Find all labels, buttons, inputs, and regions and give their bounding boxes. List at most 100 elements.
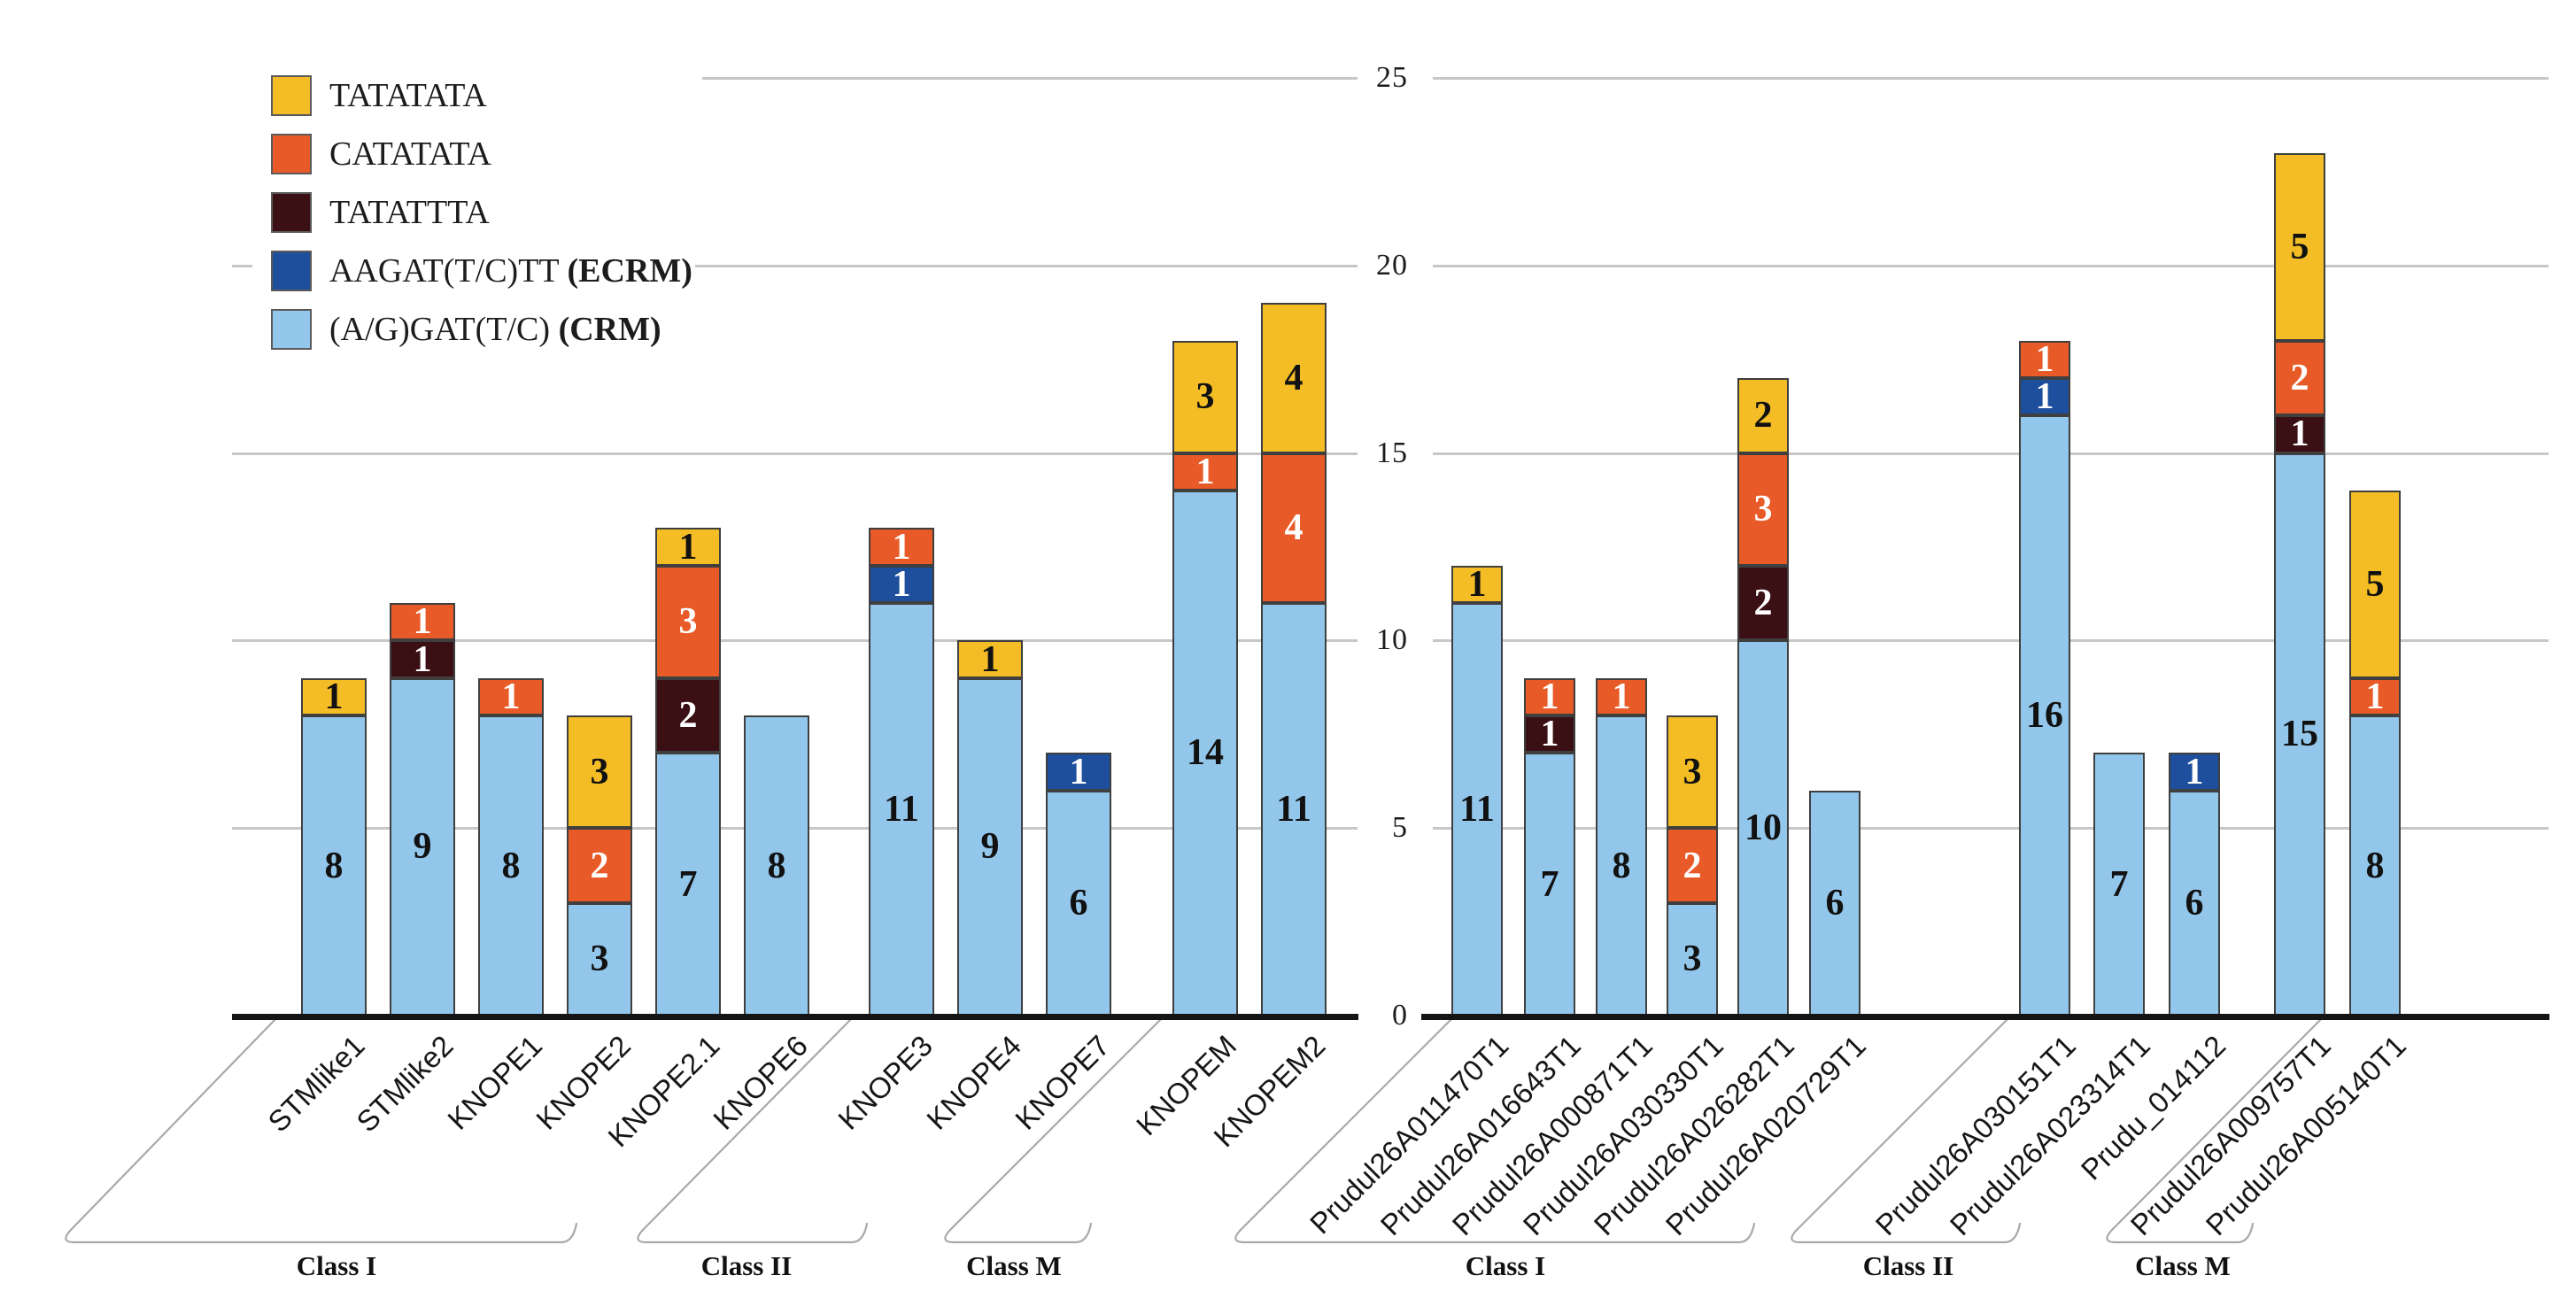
bar-segment-ECRM: 1	[869, 563, 934, 605]
y-tick-label: 0	[1392, 999, 1408, 1032]
segment-count-label: 5	[2290, 226, 2309, 267]
segment-count-label: 1	[2035, 338, 2054, 380]
x-axis-label: KNOPE7	[1009, 1029, 1117, 1136]
legend-swatch-TATATATA	[271, 75, 312, 116]
class-bracket	[637, 1016, 869, 1244]
bar-segment-CRM: 9	[957, 677, 1023, 1016]
bar-segment-CATATATA: 1	[2349, 676, 2401, 717]
bar-segment-TATATATA: 5	[2349, 490, 2401, 678]
bar-segment-ECRM: 1	[1046, 753, 1111, 791]
legend-swatch-CATATATA	[271, 134, 312, 174]
legend-motif-text: TATATATA	[329, 77, 487, 114]
x-axis-line	[1421, 1014, 2549, 1020]
bar-segment-CATATATA: 1	[1172, 452, 1238, 491]
segment-count-label: 7	[1540, 863, 1559, 905]
segment-count-label: 10	[1744, 808, 1782, 849]
gridline-20	[232, 264, 1358, 267]
legend-motif-text: (A/G)GAT(T/C)	[329, 311, 559, 348]
segment-count-label: 1	[1540, 714, 1559, 755]
bar-segment-TATATTTA: 1	[1524, 714, 1575, 755]
bar-segment-TATATTTA: 2	[655, 677, 721, 754]
segment-count-label: 1	[1467, 563, 1487, 605]
gridline-10	[1433, 639, 2549, 643]
gridline-15	[232, 452, 1358, 455]
segment-count-label: 16	[2026, 695, 2063, 737]
bar-segment-CATATATA: 1	[869, 528, 934, 566]
class-bracket	[944, 1016, 1164, 1244]
y-tick-label: 20	[1376, 248, 1408, 282]
bar-segment-CRM: 8	[1596, 715, 1647, 1016]
y-tick-label: 10	[1376, 623, 1408, 657]
class-bracket	[65, 1016, 578, 1244]
segment-count-label: 3	[1753, 489, 1773, 530]
bar-segment-CRM: 11	[1451, 603, 1503, 1016]
segment-count-label: 11	[884, 789, 919, 830]
segment-count-label: 3	[678, 601, 698, 643]
bar-segment-TATATATA: 2	[1737, 377, 1789, 453]
bar-segment-CRM: 9	[390, 677, 455, 1016]
segment-count-label: 1	[1612, 676, 1631, 717]
segment-count-label: 1	[324, 676, 344, 717]
class-group-label: Class II	[700, 1250, 793, 1281]
bar-segment-TATATATA: 1	[301, 676, 367, 717]
segment-count-label: 8	[2365, 845, 2385, 886]
legend	[252, 51, 695, 345]
legend-swatch-TATATTTA	[271, 192, 312, 233]
bar-segment-CRM: 8	[301, 715, 367, 1016]
bar-segment-ECRM: 1	[2169, 751, 2220, 792]
bar-segment-CRM: 16	[2019, 415, 2070, 1016]
segment-count-label: 1	[1540, 676, 1559, 717]
y-tick-label: 5	[1392, 811, 1408, 845]
gridline-20	[1433, 264, 2549, 267]
bar-segment-CATATATA: 2	[2274, 340, 2325, 416]
bar-segment-CRM: 6	[1046, 790, 1111, 1016]
segment-count-label: 1	[892, 563, 911, 605]
segment-count-label: 9	[413, 826, 432, 868]
legend-swatch-ECRM	[271, 251, 312, 291]
bar-segment-TATATATA: 1	[957, 640, 1023, 678]
bar-segment-CATATATA: 1	[2019, 338, 2070, 380]
bar-segment-CATATATA: 2	[1667, 828, 1718, 903]
segment-count-label: 1	[2185, 751, 2204, 792]
segment-count-label: 11	[1276, 789, 1311, 830]
segment-count-label: 3	[1195, 376, 1215, 418]
x-axis-label: STMlike2	[350, 1029, 460, 1139]
gridline-5	[1433, 827, 2549, 831]
legend-swatch-CRM	[271, 309, 312, 350]
segment-count-label: 1	[413, 638, 432, 680]
segment-count-label: 1	[2365, 676, 2385, 717]
bar-segment-CRM: 7	[2093, 753, 2145, 1016]
bar-segment-CRM: 14	[1172, 490, 1238, 1016]
segment-count-label: 3	[1683, 751, 1702, 792]
segment-count-label: 3	[590, 751, 609, 792]
bar-segment-CRM: 6	[2169, 790, 2220, 1016]
bar-segment-CATATATA: 3	[1737, 452, 1789, 566]
bar-segment-TATATATA: 4	[1261, 303, 1327, 453]
bar-segment-CATATATA: 1	[390, 603, 455, 641]
legend-module-tag: (ECRM)	[567, 252, 692, 290]
segment-count-label: 8	[1612, 845, 1631, 886]
segment-count-label: 1	[678, 526, 698, 568]
gridline-15	[1433, 452, 2549, 455]
y-tick-label: 15	[1376, 436, 1408, 469]
bar-segment-TATATATA: 1	[655, 526, 721, 568]
bar-segment-CATATATA: 1	[1524, 676, 1575, 717]
x-axis-label: KNOPE6	[707, 1029, 815, 1136]
segment-count-label: 4	[1284, 357, 1303, 398]
legend-motif-text: TATATTTA	[329, 194, 490, 231]
legend-label: TATATATA	[329, 76, 487, 115]
bar-segment-CRM: 8	[2349, 715, 2401, 1016]
bar-segment-CRM: 7	[1524, 753, 1575, 1016]
segment-count-label: 2	[590, 845, 609, 886]
legend-label: AAGAT(T/C)TT (ECRM)	[329, 251, 692, 290]
segment-count-label: 2	[2290, 357, 2309, 398]
legend-item-TATATTTA: TATATTTA	[271, 189, 490, 236]
bar-segment-TATATTTA: 1	[2274, 415, 2325, 453]
segment-count-label: 1	[2035, 376, 2054, 418]
x-axis-label: KNOPE1	[441, 1029, 549, 1136]
segment-count-label: 3	[1683, 939, 1702, 980]
gridline-25	[702, 77, 1358, 80]
bar-segment-CRM: 6	[1809, 790, 1860, 1016]
bar-segment-CRM: 3	[1667, 902, 1718, 1016]
